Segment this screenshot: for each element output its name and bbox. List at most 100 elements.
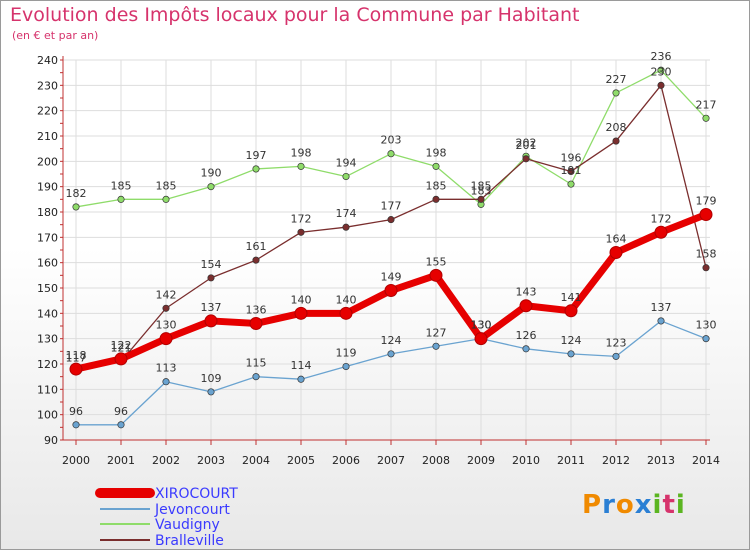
data-label: 130	[471, 319, 492, 332]
x-tick-label: 2006	[332, 454, 360, 467]
y-tick-label: 140	[37, 307, 58, 320]
data-point	[297, 375, 305, 383]
data-point	[252, 373, 260, 381]
data-point	[522, 345, 530, 353]
data-label: 161	[246, 240, 267, 253]
data-label: 118	[66, 349, 87, 362]
x-tick-label: 2007	[377, 454, 405, 467]
data-label: 194	[336, 157, 357, 170]
logo-letter: r	[602, 490, 616, 520]
data-label: 191	[561, 164, 582, 177]
proxiti-logo: Proxiti	[582, 490, 686, 520]
data-label: 96	[114, 405, 128, 418]
series-group	[69, 66, 713, 429]
data-label: 196	[561, 151, 582, 164]
x-tick-label: 2012	[602, 454, 630, 467]
data-label: 124	[561, 334, 582, 347]
data-label: 96	[69, 405, 83, 418]
data-point	[342, 223, 350, 231]
logo-letter: o	[615, 490, 635, 520]
data-label: 122	[111, 339, 132, 352]
data-label: 185	[426, 179, 447, 192]
data-point	[387, 150, 395, 158]
data-point	[702, 264, 710, 272]
data-label: 130	[156, 319, 177, 332]
data-label: 179	[696, 195, 717, 208]
y-tick-label: 180	[37, 206, 58, 219]
logo-letter: i	[675, 490, 686, 520]
data-point	[207, 183, 215, 191]
data-point	[72, 421, 80, 429]
x-tick-label: 2009	[467, 454, 495, 467]
data-point	[432, 195, 440, 203]
x-tick-label: 2010	[512, 454, 540, 467]
legend-label-xirocourt: XIROCOURT	[155, 486, 238, 502]
data-label: 142	[156, 288, 177, 301]
x-tick-label: 2002	[152, 454, 180, 467]
data-point	[117, 421, 125, 429]
legend-label-vaudigny: Vaudigny	[155, 517, 220, 533]
data-point	[654, 225, 668, 239]
data-point	[204, 314, 218, 328]
logo-letter: P	[582, 490, 603, 520]
data-point	[162, 378, 170, 386]
data-label: 183	[471, 184, 492, 197]
data-label: 185	[111, 179, 132, 192]
x-tick-label: 2000	[62, 454, 90, 467]
data-label: 119	[336, 347, 357, 360]
data-label: 140	[336, 293, 357, 306]
chart-title: Evolution des Impôts locaux pour la Comm…	[10, 4, 580, 26]
grid	[63, 59, 710, 441]
data-label: 109	[201, 372, 222, 385]
x-tick-label: 2014	[692, 454, 720, 467]
data-point	[567, 350, 575, 358]
y-tick-label: 160	[37, 257, 58, 270]
data-point	[477, 195, 485, 203]
data-point	[69, 362, 83, 376]
data-label: 149	[381, 271, 402, 284]
data-point	[297, 228, 305, 236]
axes: 90 100 110 120 130 140 150 160 170 180 190 200 210 22…	[37, 54, 720, 467]
data-point	[249, 316, 263, 330]
data-point	[342, 362, 350, 371]
data-label: 154	[201, 258, 222, 271]
data-label: 136	[246, 303, 267, 316]
data-point	[702, 335, 710, 343]
x-tick-label: 2004	[242, 454, 270, 467]
y-tick-label: 150	[37, 282, 58, 295]
y-tick-label: 240	[37, 54, 58, 67]
data-label: 141	[561, 291, 582, 304]
y-tick-label: 220	[37, 105, 58, 118]
data-label: 230	[651, 65, 672, 78]
data-point	[252, 256, 260, 264]
data-label: 124	[381, 334, 402, 347]
data-label: 117	[66, 352, 87, 365]
data-point	[114, 352, 128, 366]
data-point	[612, 137, 620, 145]
data-label: 121	[111, 341, 132, 354]
x-tick-label: 2003	[197, 454, 225, 467]
data-point	[384, 284, 398, 298]
data-point	[564, 304, 578, 318]
y-tick-label: 190	[37, 181, 58, 194]
y-tick-label: 170	[37, 231, 58, 244]
y-tick-label: 230	[37, 79, 58, 92]
data-label: 198	[426, 146, 447, 159]
x-tick-label: 2008	[422, 454, 450, 467]
data-point	[297, 162, 305, 170]
data-label: 172	[291, 212, 312, 225]
data-point	[519, 299, 533, 313]
legend-label-jevoncourt: Jevoncourt	[154, 502, 230, 518]
data-label: 177	[381, 200, 402, 213]
data-point	[474, 332, 488, 346]
x-tick-label: 2013	[647, 454, 675, 467]
data-point	[609, 246, 623, 260]
data-point	[159, 332, 173, 346]
x-tick-label: 2005	[287, 454, 315, 467]
data-label: 137	[201, 301, 222, 314]
data-label: 174	[336, 207, 357, 220]
data-point	[117, 195, 125, 203]
data-label: 155	[426, 255, 447, 268]
data-label: 202	[516, 136, 537, 149]
